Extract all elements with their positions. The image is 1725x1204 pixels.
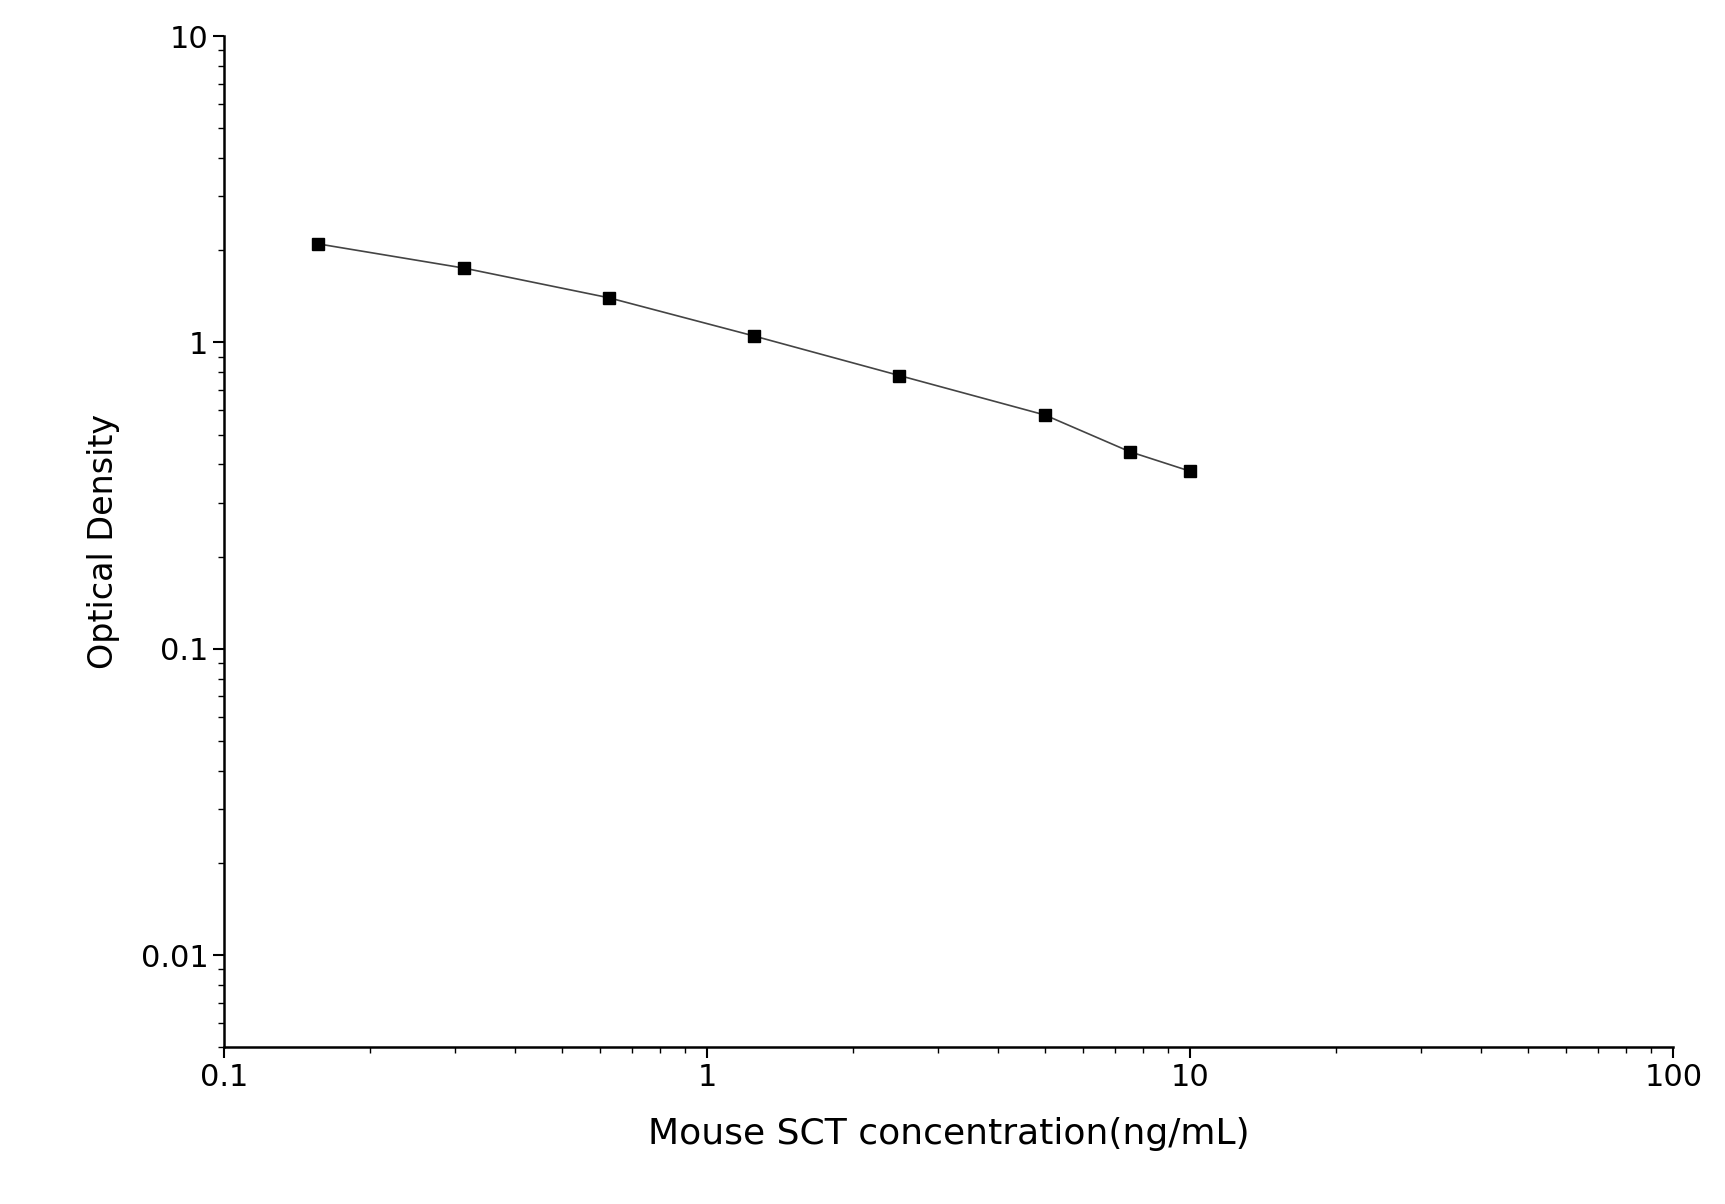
X-axis label: Mouse SCT concentration(ng/mL): Mouse SCT concentration(ng/mL) <box>649 1117 1249 1151</box>
Y-axis label: Optical Density: Optical Density <box>86 414 119 669</box>
